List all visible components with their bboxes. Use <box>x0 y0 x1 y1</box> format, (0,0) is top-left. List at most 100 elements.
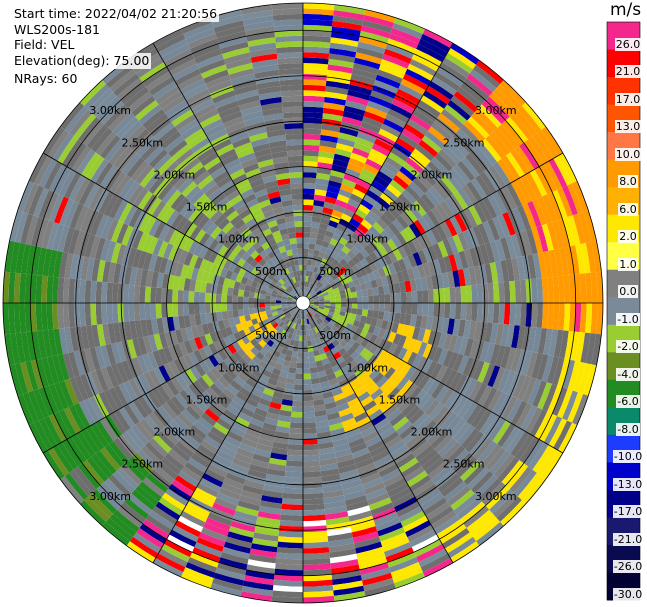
ppi-gate-19-8 <box>340 320 348 328</box>
ppi-gate-32-38 <box>237 500 260 512</box>
ppi-gate-22-33 <box>423 423 441 441</box>
ppi-gate-45-11 <box>237 296 244 303</box>
ppi-gate-21-32 <box>432 405 449 424</box>
ppi-gate-20-52 <box>532 444 554 473</box>
ppi-gate-26-26 <box>346 432 363 444</box>
ppi-gate-47-36 <box>105 240 117 263</box>
ppi-gate-20-36 <box>461 401 478 422</box>
ppi-gate-46-11 <box>237 289 245 297</box>
ppi-gate-4-37 <box>385 113 407 129</box>
range-ring-label-2-3: 1.50km <box>379 393 421 406</box>
ppi-gate-25-20 <box>347 397 361 408</box>
ppi-gate-53-10 <box>262 254 271 263</box>
ppi-gate-4-4 <box>311 278 317 285</box>
ppi-gate-21-54 <box>521 476 546 504</box>
ppi-gate-40-2 <box>288 307 294 312</box>
ppi-gate-5-18 <box>352 213 364 224</box>
ppi-gate-23-11 <box>338 347 347 356</box>
ppi-gate-13-48 <box>559 247 569 276</box>
ppi-gate-14-29 <box>460 285 467 303</box>
ppi-gate-25-4 <box>311 321 317 328</box>
ppi-gate-22-9 <box>335 335 344 344</box>
ppi-gate-21-9 <box>339 331 348 340</box>
ppi-gate-8-28 <box>416 197 431 214</box>
ppi-gate-11-29 <box>447 236 459 255</box>
ppi-gate-39-38 <box>118 406 136 429</box>
ppi-gate-8-51 <box>509 113 533 140</box>
ppi-gate-16-36 <box>495 323 504 345</box>
ppi-gate-52-49 <box>100 100 125 125</box>
ppi-gate-7-17 <box>365 230 376 241</box>
ppi-gate-26-29 <box>351 447 370 459</box>
ppi-gate-0-48 <box>303 35 331 43</box>
ppi-gate-0-9 <box>303 248 309 255</box>
ppi-gate-38-7 <box>267 325 275 333</box>
ppi-gate-53-35 <box>171 144 191 162</box>
ppi-gate-14-40 <box>519 279 527 303</box>
ppi-gate-20-3 <box>316 311 322 316</box>
ppi-gate-31-32 <box>265 473 285 483</box>
ppi-gate-59-44 <box>277 57 303 65</box>
ppi-gate-36-27 <box>200 412 217 427</box>
ppi-gate-19-4 <box>321 311 328 317</box>
ppi-gate-41-26 <box>162 346 174 363</box>
ppi-gate-47-12 <box>233 281 241 290</box>
ppi-gate-3-7 <box>314 261 321 269</box>
ppi-gate-2-10 <box>314 244 322 252</box>
ppi-gate-48-42 <box>79 207 94 233</box>
ppi-gate-0-37 <box>303 95 325 103</box>
ppi-gate-23-2 <box>309 311 314 317</box>
ppi-gate-12-17 <box>391 272 400 284</box>
ppi-gate-37-20 <box>217 375 231 389</box>
ppi-gate-53-17 <box>237 223 249 235</box>
ppi-gate-10-15 <box>373 259 383 270</box>
ppi-gate-55-31 <box>215 143 235 157</box>
ppi-gate-7-8 <box>332 266 340 274</box>
ppi-gate-19-18 <box>388 342 398 355</box>
ppi-gate-43-20 <box>189 314 197 327</box>
ppi-gate-39-25 <box>180 371 193 387</box>
ppi-gate-36-34 <box>175 440 194 458</box>
ppi-gate-37-32 <box>169 419 187 437</box>
ppi-gate-48-3 <box>282 294 289 298</box>
ppi-gate-58-8 <box>292 254 299 261</box>
ppi-gate-5-46 <box>428 80 454 101</box>
ppi-gate-44-9 <box>248 303 255 309</box>
ppi-gate-59-4 <box>300 275 303 282</box>
ppi-gate-31-36 <box>261 495 283 504</box>
ppi-gate-44-4 <box>275 303 282 306</box>
ppi-gate-43-8 <box>254 307 261 314</box>
ppi-gate-35-20 <box>235 391 249 403</box>
ppi-gate-1-12 <box>309 232 318 239</box>
ppi-gate-59-18 <box>292 199 303 206</box>
ppi-gate-56-17 <box>263 209 275 219</box>
ppi-gate-4-49 <box>411 53 440 72</box>
ppi-gate-51-29 <box>170 193 186 211</box>
ppi-gate-12-23 <box>422 262 432 277</box>
ppi-gate-2-14 <box>318 222 329 231</box>
ppi-gate-43-26 <box>156 317 165 334</box>
ppi-gate-1-23 <box>316 172 331 181</box>
ppi-gate-4-19 <box>345 203 358 214</box>
ppi-gate-3-23 <box>341 178 357 189</box>
ppi-gate-38-28 <box>175 392 190 409</box>
ppi-gate-37-19 <box>221 372 234 385</box>
ppi-gate-25-21 <box>349 402 363 413</box>
start-time-label: Start time: 2022/04/02 21:20:56 <box>12 6 220 22</box>
ppi-gate-11-35 <box>477 223 490 245</box>
ppi-gate-11-17 <box>387 263 397 275</box>
ppi-gate-8-12 <box>351 255 361 265</box>
ppi-gate-26-3 <box>308 317 312 324</box>
ppi-gate-29-36 <box>303 498 325 505</box>
ppi-gate-45-29 <box>139 285 146 303</box>
ppi-gate-25-17 <box>340 383 353 393</box>
ppi-gate-24-53 <box>447 536 477 559</box>
ppi-gate-56-24 <box>247 173 263 184</box>
range-ring-label-2-1: 1.50km <box>379 201 421 214</box>
ppi-gate-13-47 <box>553 248 564 277</box>
ppi-gate-5-27 <box>376 170 393 184</box>
colorbar-tick-1: 21.0 <box>614 65 642 79</box>
ppi-gate-11-11 <box>357 276 366 285</box>
ppi-gate-30-39 <box>280 514 303 522</box>
ppi-gate-51-49 <box>82 120 105 146</box>
